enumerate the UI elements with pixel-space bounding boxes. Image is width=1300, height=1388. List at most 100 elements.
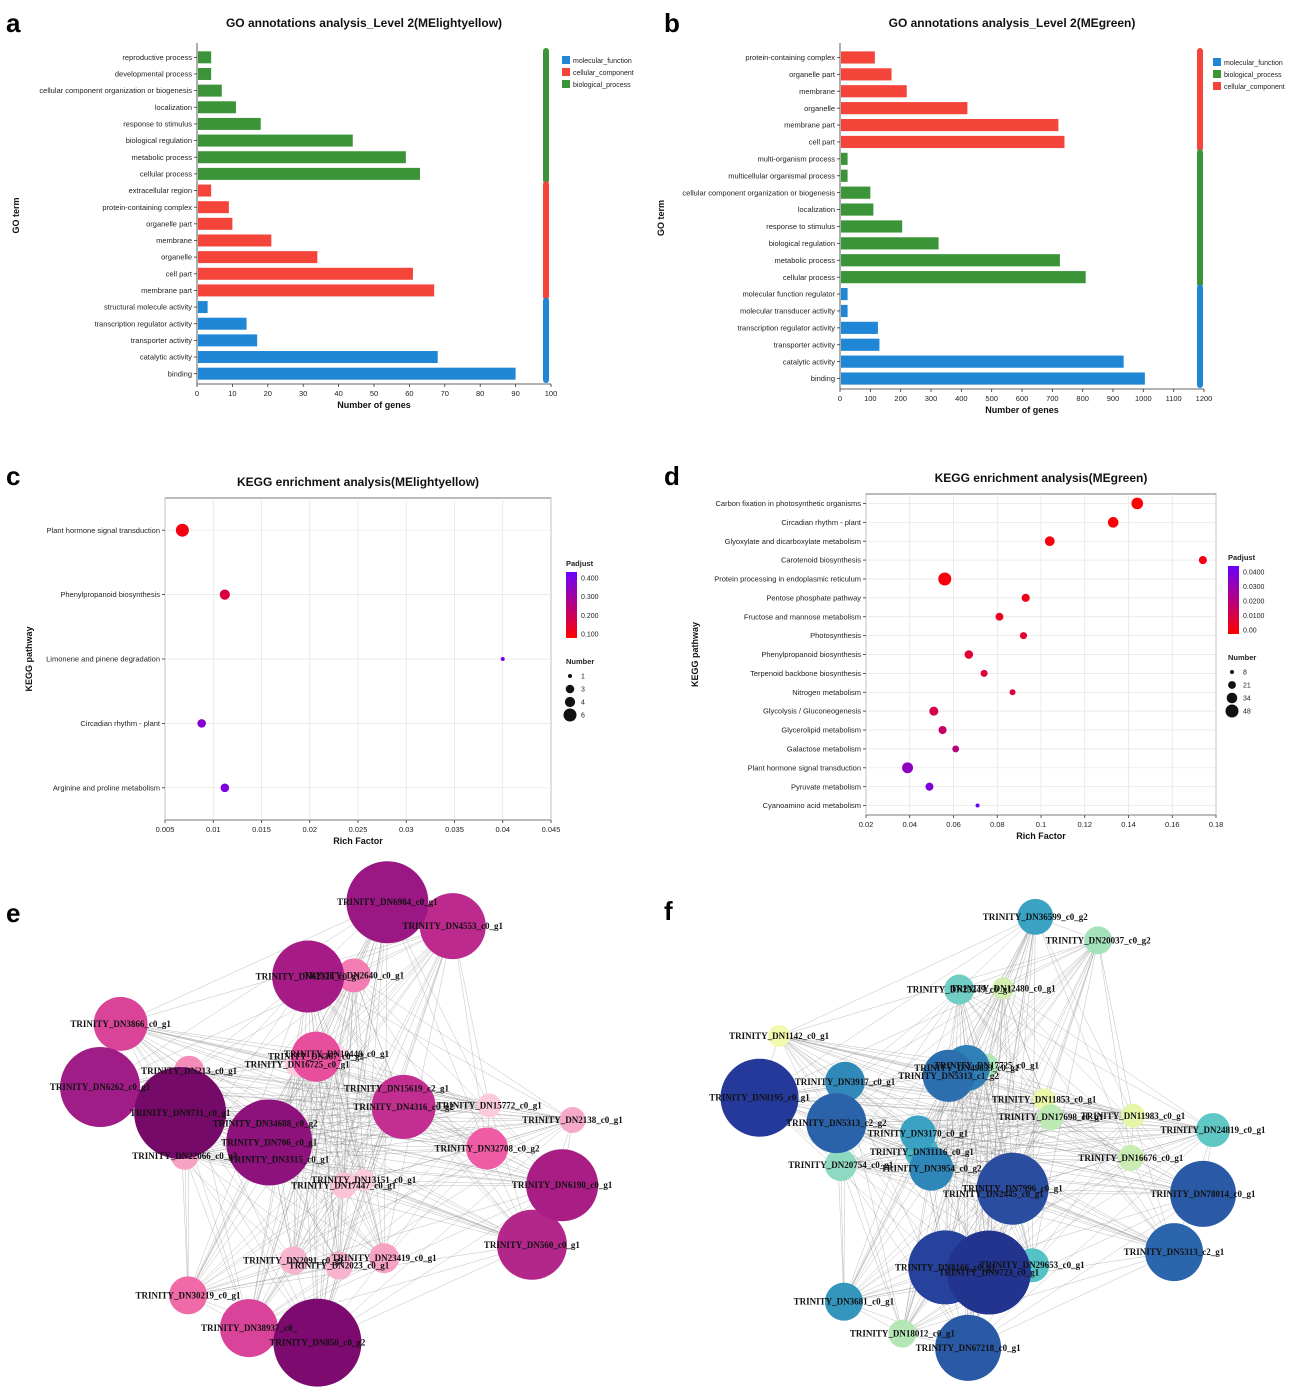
network-node-label: TRINITY_DN20037_c0_g2 xyxy=(1046,935,1152,945)
network-edge xyxy=(383,1148,488,1259)
network-edge xyxy=(778,1035,946,1268)
network-edge xyxy=(187,1185,563,1296)
network-edge xyxy=(248,1106,404,1329)
network-node xyxy=(1117,1144,1144,1171)
network-node xyxy=(279,1246,308,1275)
y-tick-label: cellular process xyxy=(140,169,192,178)
network-node xyxy=(1145,1223,1204,1282)
network-edge xyxy=(844,1081,1204,1195)
network-node-label: TRINITY_DN7996_c0_g1 xyxy=(962,1184,1063,1194)
legend-swatch xyxy=(1213,82,1221,90)
legend-label: biological_process xyxy=(573,82,631,89)
network-node-label: TRINITY_DN10440_c0_g1 xyxy=(284,1049,390,1059)
network-node-label: TRINITY_DN5313_c2_g2 xyxy=(786,1118,887,1128)
network-node-label: TRINITY_DN12480_c0_g1 xyxy=(951,983,1057,993)
y-tick-label: Glycerolipid metabolism xyxy=(781,726,861,735)
network-edge xyxy=(363,926,454,1181)
padjust-colorbar xyxy=(1228,566,1239,634)
network-node xyxy=(169,1276,208,1315)
y-tick-label: Nitrogen metabolism xyxy=(792,688,861,697)
network-node-label: TRINITY_DN30219_c0_g1 xyxy=(136,1290,242,1300)
network-node xyxy=(992,977,1015,1000)
network-edge xyxy=(931,1168,1175,1253)
panel-letter-d: d xyxy=(664,461,680,491)
network-node xyxy=(888,1319,917,1348)
data-point xyxy=(995,612,1004,621)
data-point xyxy=(938,572,952,586)
network-node-label: TRINITY_DN2138_c0_g1 xyxy=(522,1115,623,1125)
network-node-label: TRINITY_DN67218_c0_g1 xyxy=(916,1343,1022,1353)
network-node-label: TRINITY_DN9723_c0_g1 xyxy=(939,1268,1040,1278)
network-edge xyxy=(187,926,454,1296)
x-tick-label: 1200 xyxy=(1196,394,1213,403)
y-tick-label: Glyoxylate and dicarboxylate metabolism xyxy=(725,537,861,546)
network-edge xyxy=(931,1129,1214,1169)
network-edge xyxy=(189,1070,563,1186)
network-node-label: TRINITY_DN6984_c0_g1 xyxy=(337,897,438,907)
network-node-label: TRINITY_DN32708_c0_g2 xyxy=(435,1143,541,1153)
bar xyxy=(841,85,907,98)
network-edge xyxy=(338,1179,364,1266)
padjust-legend-title: Padjust xyxy=(566,559,594,568)
network-edge xyxy=(279,1159,563,1186)
network-edge xyxy=(959,989,1175,1253)
network-node xyxy=(922,1049,975,1102)
x-tick-label: 100 xyxy=(545,389,558,398)
network-node xyxy=(330,1172,357,1199)
network-node xyxy=(1121,1103,1146,1128)
network-edge xyxy=(187,1265,340,1296)
network-edge xyxy=(779,916,1036,1037)
y-tick-label: organelle xyxy=(161,253,192,262)
y-tick-label: structural molecule activity xyxy=(104,303,192,312)
bar xyxy=(198,117,261,130)
network-edge xyxy=(189,1070,488,1149)
network-edge xyxy=(844,1081,1132,1159)
network-edge xyxy=(99,902,388,1088)
x-tick-label: 200 xyxy=(894,394,907,403)
network-node xyxy=(273,1298,362,1387)
network-node xyxy=(1084,926,1113,955)
panel-letter-b: b xyxy=(664,8,680,38)
network-edge xyxy=(248,1054,337,1329)
bar xyxy=(841,338,880,351)
x-tick-label: 30 xyxy=(299,389,307,398)
coexpression-network-f: TRINITY_DN24819_c0_g1 TRINITY_DN29653_c0_… xyxy=(709,898,1266,1381)
legend-label: cellular_component xyxy=(573,70,634,77)
network-edge xyxy=(338,1105,490,1266)
network-edge xyxy=(986,1065,1134,1116)
network-edge xyxy=(843,940,1099,1302)
network-edge xyxy=(383,902,388,1259)
kegg-bubble-chart-d: KEGG enrichment analysis(MEgreen) 0.02 0.0… xyxy=(690,471,1265,841)
network-edge xyxy=(993,940,1099,1194)
bar xyxy=(841,220,903,233)
network-edge xyxy=(1012,916,1036,1189)
network-node-label: TRINITY_DN4316_c0_g2 xyxy=(353,1102,454,1112)
network-node xyxy=(369,1243,400,1274)
bar xyxy=(198,317,247,330)
network-edge xyxy=(1097,940,1134,1116)
y-tick-label: metabolic process xyxy=(132,153,193,162)
network-node-label: TRINITY_DN15772_c0_g1 xyxy=(437,1100,543,1110)
bar xyxy=(841,135,1065,149)
network-edge xyxy=(959,989,1204,1195)
padjust-legend-tick: 0.0100 xyxy=(1243,613,1265,620)
network-edge xyxy=(967,1129,1214,1349)
network-edge xyxy=(293,902,388,1261)
network-edge xyxy=(279,1148,488,1160)
x-tick-label: 40 xyxy=(334,389,342,398)
kegg-bubble-chart-c: KEGG enrichment analysis(MElightyellow) 0… xyxy=(24,475,599,846)
number-legend-dot xyxy=(563,708,577,722)
network-edge xyxy=(1035,916,1134,1116)
network-edge xyxy=(921,916,1036,1153)
y-axis-title: KEGG pathway xyxy=(690,622,700,687)
network-edge xyxy=(843,1193,1204,1302)
network-edge xyxy=(931,916,1036,1169)
y-tick-label: metabolic process xyxy=(775,256,836,265)
legend-label: cellular_component xyxy=(1224,84,1285,91)
network-edge xyxy=(187,1185,344,1296)
x-tick-label: 900 xyxy=(1107,394,1120,403)
network-edge xyxy=(993,916,1036,1194)
network-edge xyxy=(921,1151,1204,1195)
network-node xyxy=(466,1127,509,1170)
y-tick-label: protein-containing complex xyxy=(102,203,192,212)
